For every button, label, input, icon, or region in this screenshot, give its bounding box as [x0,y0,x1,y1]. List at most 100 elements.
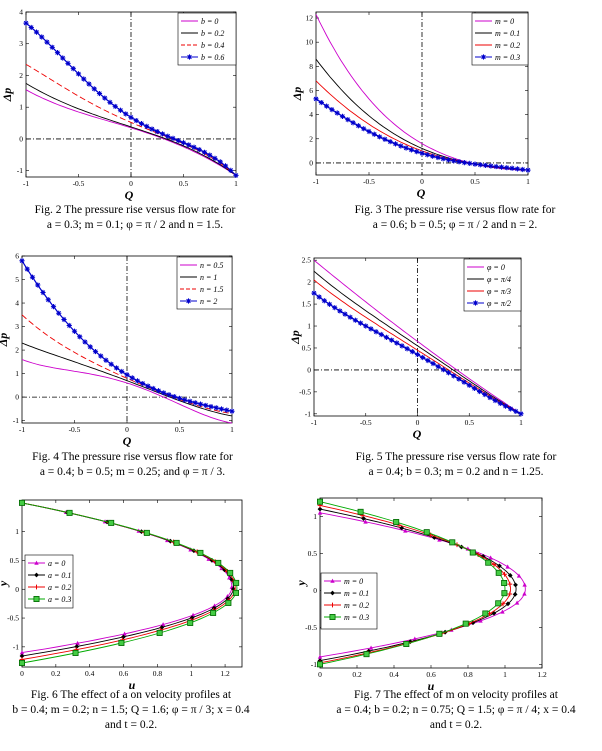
y-tick-label: -1 [17,166,23,175]
x-tick-label: 1 [503,670,507,679]
series-point [339,113,346,119]
series-point [311,290,317,296]
x-tick-label: 0.5 [465,418,475,427]
series-line [25,89,237,176]
series-point [377,134,383,140]
series-point [71,328,78,334]
series-point [98,353,104,359]
legend-label: m = 0.1 [344,589,369,598]
y-tick-label: 3 [19,39,23,48]
y-tick-label: 0 [309,158,313,167]
series-point [40,289,46,296]
x-axis-label: Q [125,188,134,202]
figure-7-caption-line1: Fig. 7 The effect of m on velocity profi… [354,689,558,701]
series-point [425,357,431,364]
series-point [66,322,72,329]
series-point [419,150,425,156]
series-point [24,266,30,272]
series-point [18,499,25,506]
legend-label: m = 0.2 [344,601,369,610]
y-tick-label: 2 [309,134,313,143]
x-tick-label: 0 [318,670,322,679]
series-line [21,342,233,417]
legend-label: m = 0 [495,17,514,26]
series-point [435,154,441,161]
series-point [502,403,509,409]
series-point [382,136,388,142]
legend: m = 0 m = 0.1 m = 0.2 m = 0.3 [471,12,529,66]
series-point [497,563,502,569]
y-tick-label: 0.5 [10,556,20,565]
y-tick-label: 0 [15,585,19,594]
series-point [113,365,120,371]
legend: m = 0 m = 0.1 m = 0.2 m = 0.3 [320,572,378,630]
series-point [96,90,103,97]
series-point [210,609,217,616]
legend-marker [185,298,192,304]
series-point [518,411,524,417]
series-point [502,571,507,577]
series-point [445,157,452,163]
figure-3-caption: Fig. 3 The pressure rise versus flow rat… [320,203,590,233]
legend-box [177,12,237,66]
legend-marker [480,54,487,60]
figure-6-chart: 0 0.2 0.4 0.6 0.8 1 1.2 -1 -0.5 0 0.5 1 a = 0 a = 0.1… [0,499,243,692]
x-tick-label: 0.4 [389,670,399,679]
series-point [155,388,162,394]
series-point [525,167,531,173]
figure-7-caption-line3: and t = 0.2. [429,719,483,731]
x-tick-label: -0.5 [69,425,81,434]
series-point [403,640,410,647]
series-point [143,529,150,536]
series-point [373,329,379,335]
figure-3-caption-line1: Fig. 3 The pressure rise versus flow rat… [354,204,556,216]
y-tick-label: 1 [15,527,19,536]
series-2 [25,83,237,176]
legend-label: n = 0.5 [200,261,223,270]
x-tick-label: -1 [311,418,317,427]
series-point [103,357,109,363]
series-point [165,133,171,139]
series-point [507,581,513,587]
series-point [409,349,415,355]
series-point [350,120,356,126]
x-tick-label: -1 [19,425,25,434]
series-point [513,582,518,588]
series-point [507,572,513,578]
series-point [49,44,55,50]
legend-label: m = 0 [344,577,363,586]
series-4 [311,290,524,417]
series-point [224,407,230,413]
series-point [196,147,202,153]
series-point [45,297,51,303]
series-point [461,160,467,166]
series-point [219,565,224,571]
x-axis-label: Q [417,186,426,200]
series-point [316,498,323,505]
series-point [357,320,364,326]
series-point [203,402,209,409]
x-tick-label: 0 [129,179,133,188]
legend-label: φ = π/3 [487,287,511,296]
y-tick-label: 0 [313,586,317,595]
y-axis-label: Δp [0,88,14,103]
series-point [366,128,372,135]
series-point [50,304,57,310]
series-3 [21,314,233,415]
series-line [313,270,522,415]
legend-label: m = 0.1 [495,29,520,38]
series-point [424,152,430,158]
series-point [522,591,527,596]
legend-marker [330,590,335,596]
y-tick-label: 10 [306,38,314,47]
legend-marker [472,300,479,306]
series-point [70,66,76,72]
series-point [156,629,163,636]
series-point [392,141,399,147]
x-tick-label: 0.8 [153,669,163,678]
y-tick-label: 4 [19,8,23,17]
series-point [505,564,510,569]
series-point [361,126,367,132]
